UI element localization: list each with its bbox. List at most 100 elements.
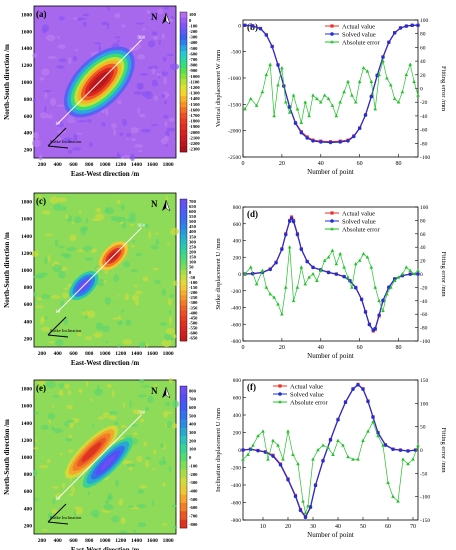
texture-spot bbox=[130, 269, 139, 273]
colorbar-tick: -400 bbox=[189, 40, 198, 45]
texture-spot bbox=[150, 123, 158, 127]
x-tick-label: 60 bbox=[357, 345, 363, 351]
texture-spot bbox=[107, 6, 111, 11]
texture-spot bbox=[146, 9, 151, 15]
texture-spot bbox=[51, 405, 55, 408]
y-tick-label: 400 bbox=[24, 319, 33, 325]
data-point bbox=[264, 285, 269, 289]
data-point bbox=[284, 232, 288, 237]
y2-tick-label: -40 bbox=[420, 114, 428, 120]
data-point bbox=[388, 285, 393, 289]
colorbar-tick: -800 bbox=[189, 63, 198, 68]
data-point bbox=[271, 438, 275, 442]
data-point bbox=[266, 457, 270, 461]
y-tick-label: -200 bbox=[231, 466, 241, 472]
series-line bbox=[244, 217, 419, 331]
colorbar-tick: -2000 bbox=[189, 130, 200, 135]
texture-spot bbox=[57, 44, 66, 49]
texture-spot bbox=[124, 293, 130, 301]
y-axis-label: Inclination displacement U /mm bbox=[215, 408, 222, 492]
y-tick-label: 800 bbox=[24, 97, 33, 103]
y-tick-label: 600 bbox=[233, 222, 242, 228]
texture-spot bbox=[161, 523, 168, 526]
texture-spot bbox=[134, 144, 143, 148]
data-point bbox=[283, 285, 288, 289]
y-tick-label: 400 bbox=[233, 413, 242, 419]
y2-tick-label: 100 bbox=[420, 18, 429, 24]
data-point bbox=[385, 292, 389, 296]
texture-spot bbox=[163, 410, 169, 418]
y-tick-label: -2000 bbox=[228, 129, 241, 135]
texture-spot bbox=[66, 404, 73, 410]
data-point bbox=[321, 443, 325, 447]
data-point bbox=[322, 93, 327, 97]
texture-spot bbox=[152, 268, 159, 271]
colorbar-tick: -1500 bbox=[189, 102, 200, 107]
texture-spot bbox=[167, 411, 174, 414]
data-point bbox=[383, 443, 388, 447]
x-tick-label: 1600 bbox=[147, 351, 158, 357]
data-point bbox=[373, 285, 378, 289]
texture-spot bbox=[98, 45, 102, 52]
colorbar-tick: -600 bbox=[189, 51, 198, 56]
texture-spot bbox=[147, 65, 154, 70]
data-point bbox=[386, 480, 390, 484]
texture-spot bbox=[165, 327, 175, 335]
data-point bbox=[318, 268, 323, 272]
texture-spot bbox=[113, 274, 120, 283]
texture-spot bbox=[139, 82, 144, 90]
texture-spot bbox=[172, 333, 177, 339]
colorbar-tick: 700 bbox=[189, 199, 197, 204]
texture-spot bbox=[32, 469, 38, 477]
texture-spot bbox=[89, 141, 93, 148]
data-point bbox=[241, 448, 245, 452]
y-tick-label: 1400 bbox=[21, 421, 32, 427]
data-point bbox=[408, 62, 413, 66]
texture-spot bbox=[166, 127, 176, 132]
data-point bbox=[248, 96, 253, 101]
y-tick-label: 400 bbox=[24, 131, 33, 137]
data-point bbox=[381, 298, 385, 303]
positive-inclination-lobe bbox=[82, 437, 133, 488]
texture-spot bbox=[44, 315, 48, 320]
texture-spot bbox=[154, 384, 158, 387]
texture-spot bbox=[58, 58, 67, 63]
colorbar-swatch bbox=[180, 325, 187, 332]
colorbar-swatch bbox=[180, 402, 187, 412]
texture-spot bbox=[101, 21, 108, 26]
texture-spot bbox=[42, 529, 48, 532]
texture-spot bbox=[58, 389, 64, 397]
texture-spot bbox=[41, 210, 51, 215]
data-point bbox=[254, 103, 259, 107]
y-tick-label: 1000 bbox=[21, 268, 32, 274]
texture-spot bbox=[92, 424, 95, 428]
y2-tick-label: 20 bbox=[420, 259, 426, 265]
texture-spot bbox=[104, 271, 109, 274]
data-point bbox=[381, 443, 385, 447]
y2-tick-label: -60 bbox=[420, 128, 428, 134]
texture-spot bbox=[41, 68, 50, 76]
colorbar-tick: -2100 bbox=[189, 135, 200, 140]
colorbar-swatch bbox=[180, 204, 187, 210]
data-point bbox=[392, 31, 397, 35]
inclination-arrow bbox=[47, 521, 69, 525]
texture-spot bbox=[161, 339, 172, 348]
texture-spot bbox=[164, 333, 171, 341]
colorbar-tick: 400 bbox=[189, 229, 197, 234]
colorbar-swatch bbox=[180, 209, 187, 215]
texture-spot bbox=[136, 455, 143, 463]
colorbar-swatch bbox=[180, 300, 187, 306]
y2-tick-label: 100 bbox=[420, 205, 429, 211]
data-point bbox=[311, 272, 315, 276]
data-point bbox=[264, 72, 269, 77]
texture-spot bbox=[59, 452, 64, 456]
y-axis-label: Strike displacement U /mm bbox=[215, 238, 222, 309]
texture-spot bbox=[79, 210, 82, 215]
texture-spot bbox=[126, 132, 131, 138]
y-tick-label: -1000 bbox=[228, 76, 241, 82]
texture-spot bbox=[73, 508, 77, 517]
colorbar-frame bbox=[179, 385, 188, 529]
texture-spot bbox=[142, 276, 149, 282]
colorbar-swatch bbox=[180, 229, 187, 235]
texture-spot bbox=[135, 252, 142, 257]
